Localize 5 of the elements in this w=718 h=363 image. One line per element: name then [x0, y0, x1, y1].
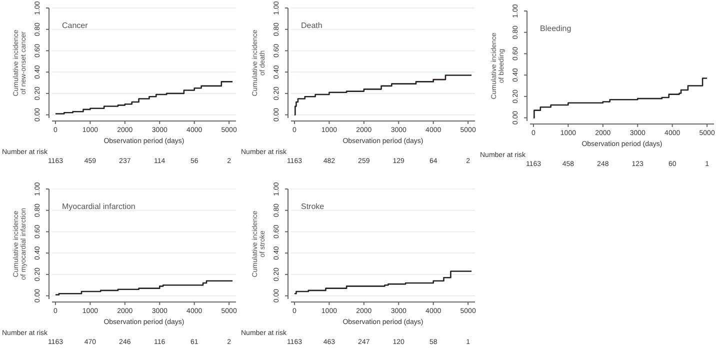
text: Cancer	[62, 21, 88, 30]
text: Bleeding	[540, 24, 572, 33]
text: Death	[301, 21, 322, 30]
text: Myocardial infarction	[62, 202, 136, 211]
text: Stroke	[301, 202, 325, 211]
